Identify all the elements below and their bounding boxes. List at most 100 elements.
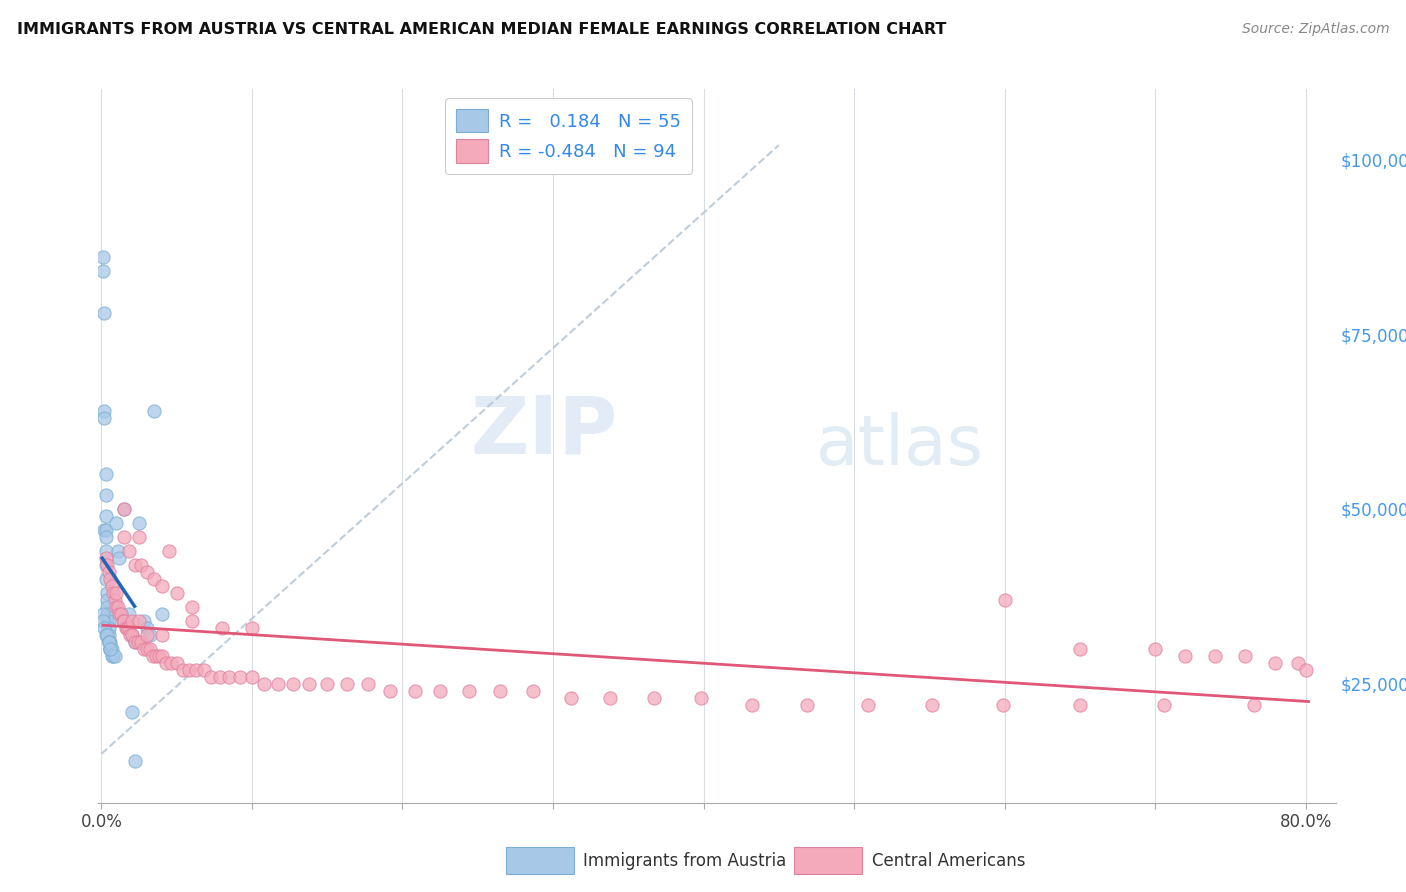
Point [143,404,166,418]
Point [93,523,115,537]
Text: IMMIGRANTS FROM AUSTRIA VS CENTRAL AMERICAN MEDIAN FEMALE EARNINGS CORRELATION C: IMMIGRANTS FROM AUSTRIA VS CENTRAL AMERI… [17,22,946,37]
Point [101,648,124,663]
Point [118,628,141,642]
Point [143,572,166,586]
Point [117,621,139,635]
Point [132,614,155,628]
Point [166,586,188,600]
Point [97,614,120,628]
Point [128,530,150,544]
Point [108,550,131,565]
Point [115,621,138,635]
Point [121,614,143,628]
Point [135,628,157,642]
Point [97,628,120,642]
Point [105,516,128,530]
Point [921,698,943,712]
Point [96,607,118,621]
Point [105,586,128,600]
Point [108,607,131,621]
Point [157,544,180,558]
Point [93,306,115,320]
Point [103,586,125,600]
Point [101,641,124,656]
Point [93,404,115,418]
Point [316,677,339,691]
Point [121,705,143,719]
Point [97,635,120,649]
Point [229,670,252,684]
Point [1264,656,1286,670]
Point [124,635,146,649]
Point [96,558,118,572]
Point [114,621,136,635]
Point [132,641,155,656]
Point [93,411,115,425]
Point [124,558,146,572]
Point [129,635,152,649]
Point [560,690,582,705]
Point [127,635,149,649]
Point [91,264,114,278]
Point [101,579,124,593]
Point [94,523,117,537]
Point [94,508,117,523]
Point [218,670,240,684]
Y-axis label: Median Female Earnings: Median Female Earnings [0,344,8,548]
Point [741,698,763,712]
Point [104,648,127,663]
Point [380,684,402,698]
Point [150,607,173,621]
Point [1204,648,1226,663]
Point [105,599,128,614]
Point [856,698,879,712]
Text: Central Americans: Central Americans [872,852,1025,870]
Point [111,614,134,628]
Point [128,516,150,530]
Point [253,677,276,691]
Point [100,641,122,656]
Point [135,565,157,579]
Point [1234,648,1257,663]
Text: Immigrants from Austria: Immigrants from Austria [583,852,787,870]
Point [110,607,132,621]
Point [117,607,139,621]
Point [404,684,426,698]
Point [298,677,321,691]
Point [97,565,120,579]
Point [124,754,146,768]
Point [689,690,711,705]
Point [138,628,160,642]
Point [177,663,200,677]
Point [166,656,188,670]
Point [796,698,818,712]
Point [180,614,202,628]
Point [142,648,165,663]
Point [200,670,222,684]
Point [150,648,173,663]
Point [96,599,118,614]
Point [1069,641,1091,656]
Point [159,656,181,670]
Point [489,684,512,698]
Point [93,621,115,635]
Point [94,572,117,586]
Point [240,621,263,635]
Point [112,502,135,516]
Text: atlas: atlas [815,412,984,480]
Text: ZIP: ZIP [471,392,619,471]
Point [1153,698,1175,712]
Point [211,621,233,635]
Point [150,628,173,642]
Point [96,586,118,600]
Point [103,648,125,663]
Text: Source: ZipAtlas.com: Source: ZipAtlas.com [1241,22,1389,37]
Point [1174,648,1197,663]
Point [100,572,122,586]
Point [135,641,157,656]
Point [336,677,359,691]
Point [107,599,129,614]
Point [96,593,118,607]
Point [993,593,1015,607]
Point [266,677,288,691]
